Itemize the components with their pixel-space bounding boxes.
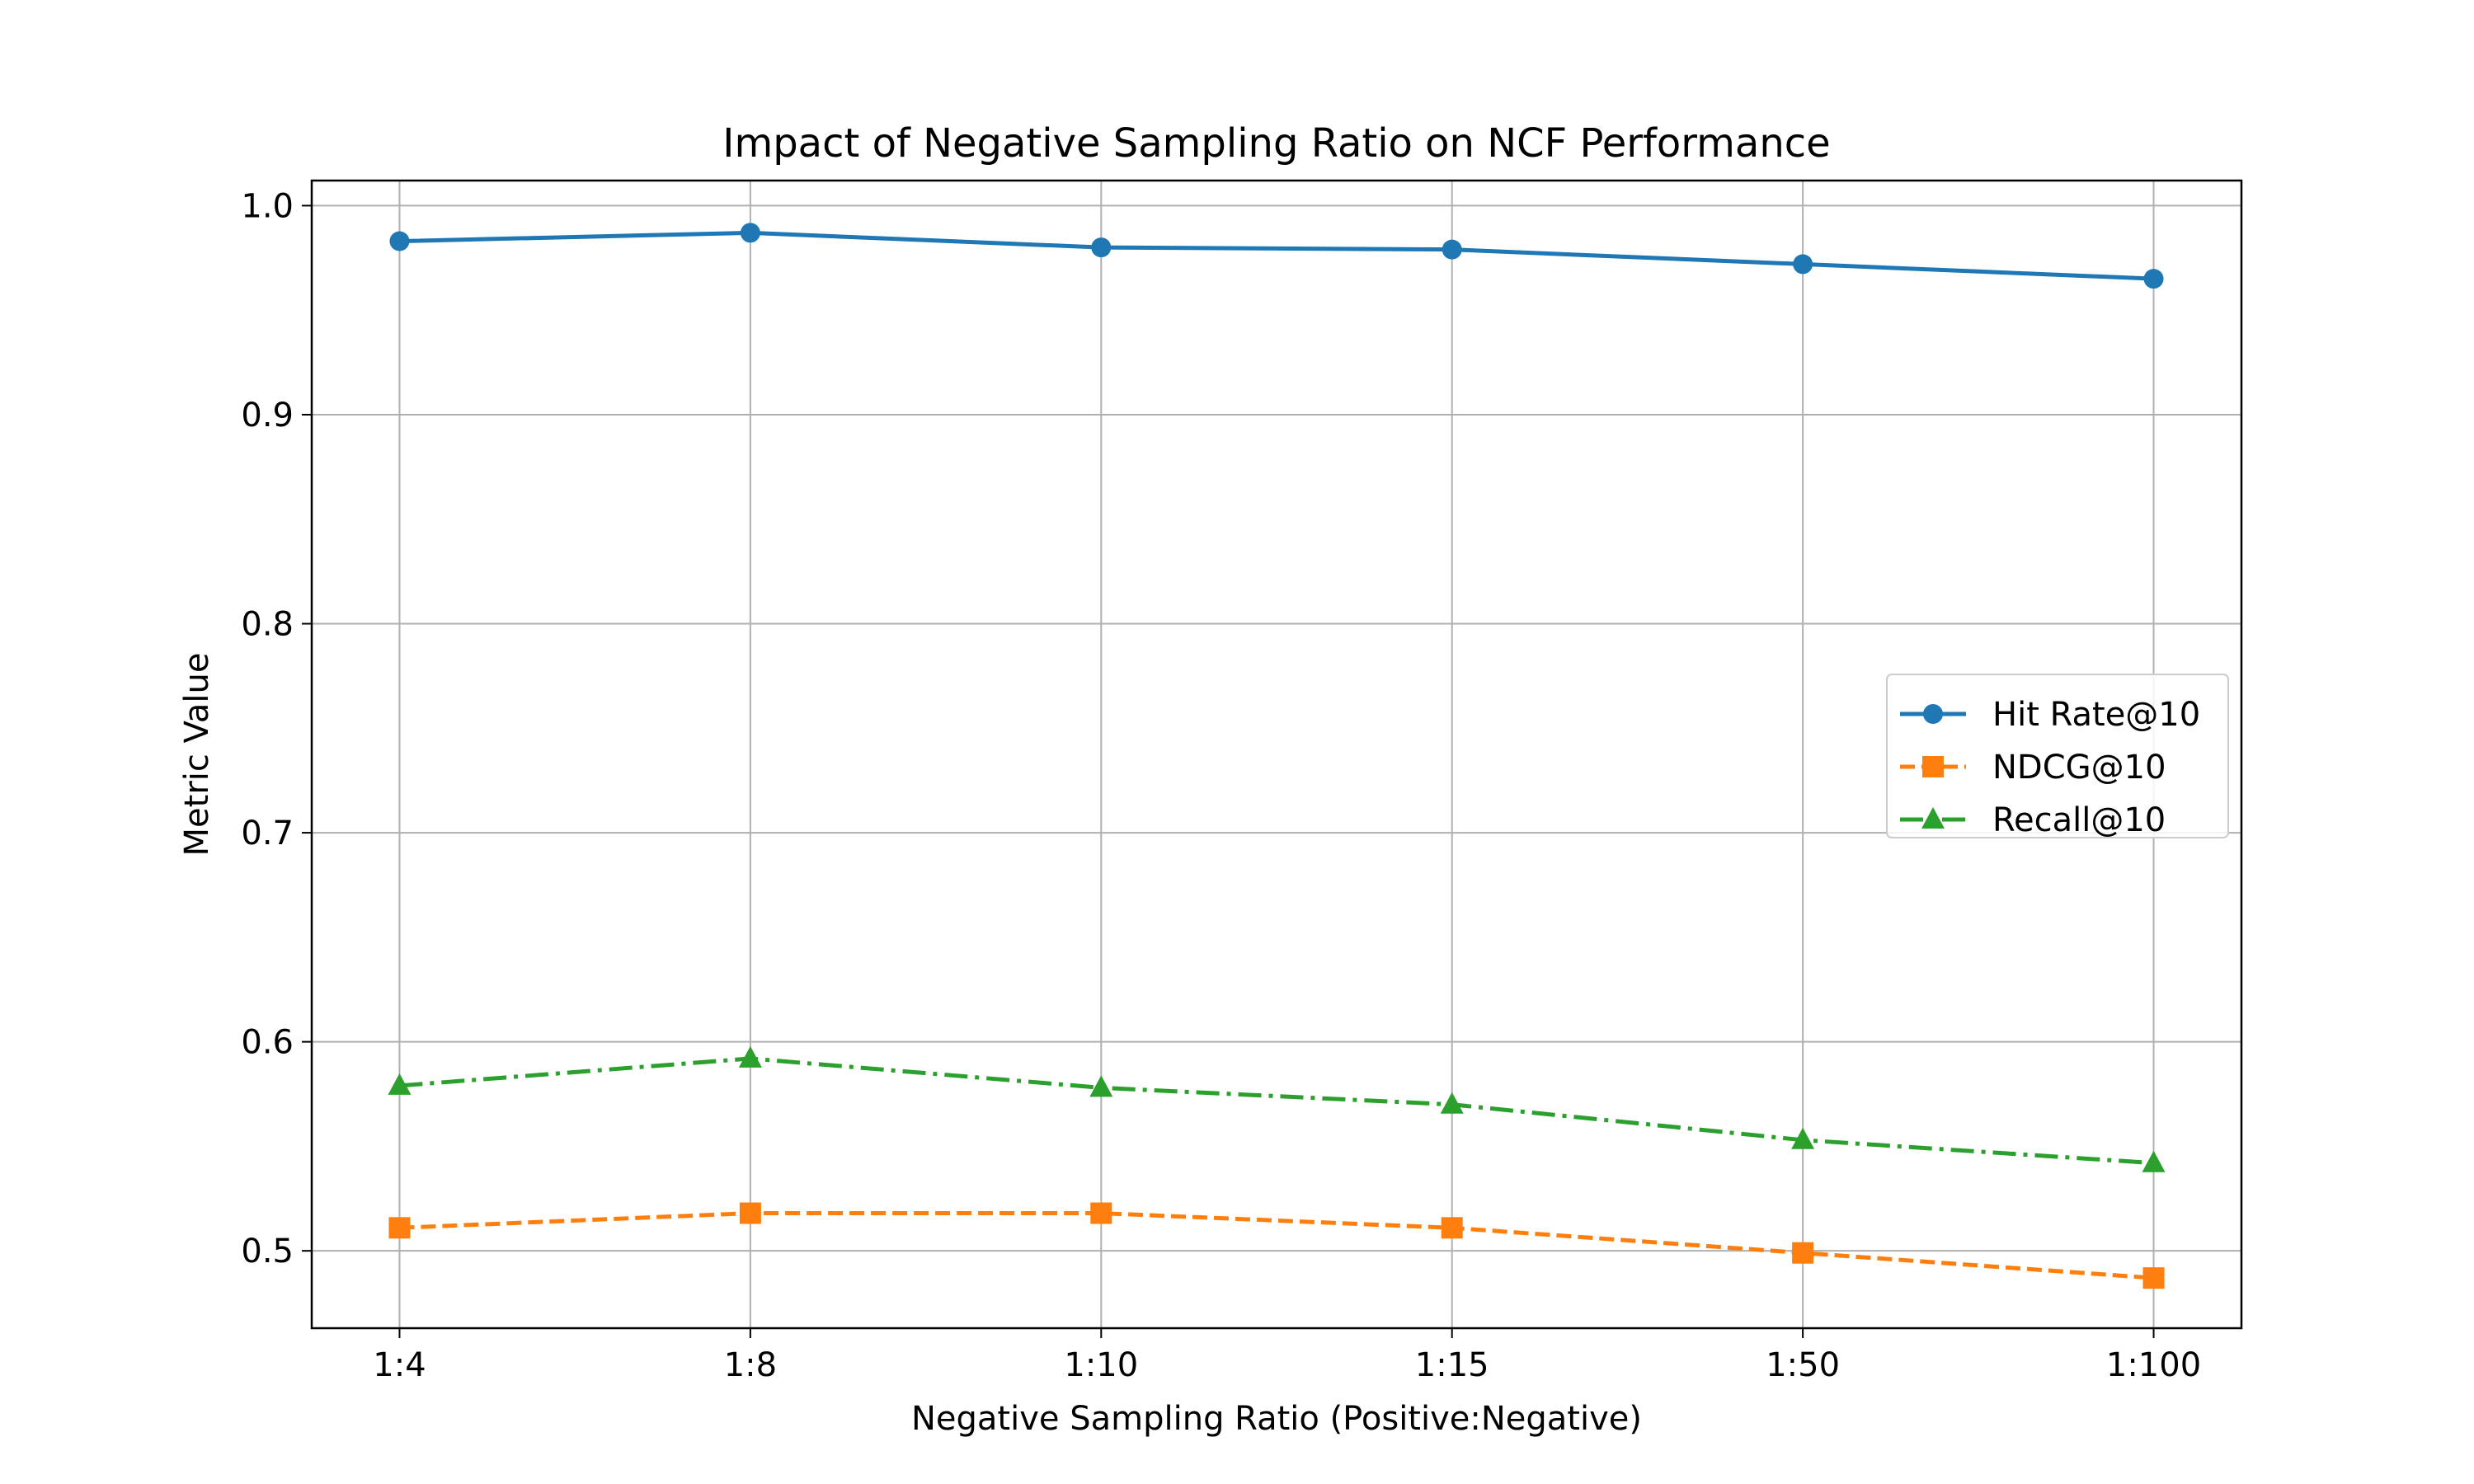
x-tick-label: 1:4	[373, 1346, 426, 1384]
y-tick-label: 0.7	[241, 815, 294, 852]
series-line	[399, 1211, 2154, 1280]
series-3	[388, 1045, 2166, 1172]
data-point	[1091, 237, 1112, 258]
legend-entry: NDCG@10	[1900, 749, 2166, 787]
grid	[312, 181, 2241, 1328]
series-2	[388, 1202, 2165, 1289]
chart-title: Impact of Negative Sampling Ratio on NCF…	[722, 120, 1830, 167]
legend-marker	[1922, 756, 1944, 777]
data-point	[1441, 1217, 1463, 1239]
y-axis-label: Metric Value	[178, 653, 216, 857]
x-tick-label: 1:8	[724, 1346, 777, 1384]
legend-label: Recall@10	[1992, 801, 2166, 839]
series-1	[389, 223, 2164, 289]
data-point	[1792, 1242, 1814, 1264]
x-tick-label: 1:50	[1766, 1346, 1840, 1384]
data-point	[388, 1217, 411, 1239]
series-layer	[388, 223, 2166, 1289]
data-point	[1793, 254, 1813, 275]
data-point	[1791, 1127, 1815, 1149]
data-point	[1089, 1075, 1113, 1097]
data-point	[2142, 1150, 2166, 1172]
data-point	[1090, 1202, 1112, 1224]
y-tick-label: 0.9	[241, 397, 294, 434]
y-tick-label: 0.8	[241, 606, 294, 644]
data-point	[1442, 239, 1462, 260]
y-tick-label: 0.6	[241, 1024, 294, 1062]
y-tick-label: 0.5	[241, 1233, 294, 1270]
legend-marker	[1921, 807, 1945, 829]
legend-frame	[1886, 674, 2229, 838]
data-point	[1440, 1092, 1464, 1114]
data-point	[2142, 1267, 2165, 1289]
legend-label: NDCG@10	[1992, 749, 2166, 787]
x-tick-label: 1:100	[2106, 1346, 2201, 1384]
data-point	[388, 1073, 412, 1095]
x-tick-label: 1:15	[1415, 1346, 1489, 1384]
legend-marker	[1923, 704, 1943, 724]
data-point	[740, 223, 760, 243]
series-line	[399, 230, 2154, 281]
data-point	[389, 231, 410, 251]
data-point	[2143, 269, 2164, 289]
x-tick-label: 1:10	[1064, 1346, 1138, 1384]
y-tick-label: 1.0	[241, 187, 294, 225]
axis-ticks: 1:4 1:8 1:10 1:15 1:50 1:100 0.5 0.6 0.7 0.8 0.9 1.…	[241, 187, 2201, 1384]
data-point	[739, 1202, 761, 1224]
data-point	[738, 1045, 762, 1068]
x-axis-label: Negative Sampling Ratio (Positive:Negati…	[911, 1400, 1642, 1438]
legend-entry: Recall@10	[1900, 801, 2166, 839]
legend: Hit Rate@10 NDCG@10 Recall@10	[1886, 674, 2229, 839]
plot-area-frame	[310, 179, 2243, 1330]
legend-entry: Hit Rate@10	[1900, 696, 2200, 734]
legend-label: Hit Rate@10	[1992, 696, 2200, 734]
